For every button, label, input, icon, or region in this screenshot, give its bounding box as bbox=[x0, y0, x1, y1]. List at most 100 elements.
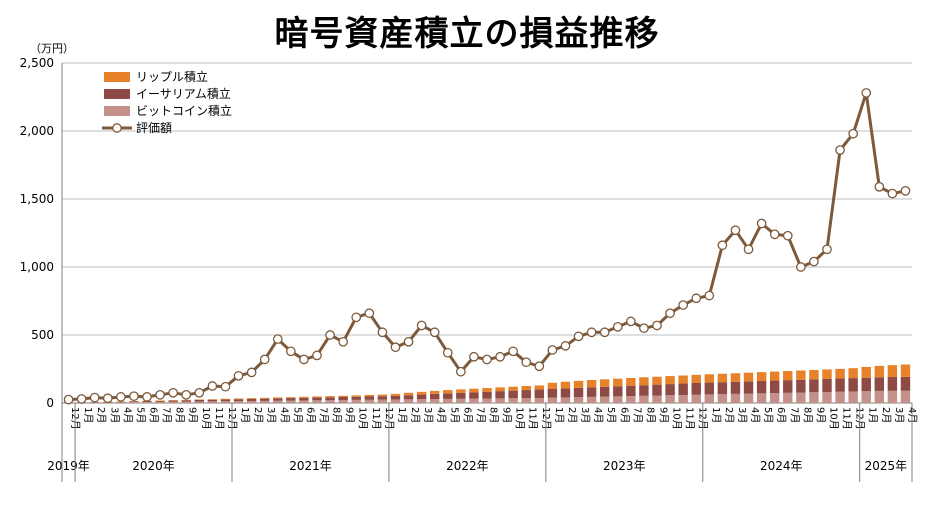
bar-segment bbox=[377, 399, 388, 403]
valuation-point bbox=[168, 387, 179, 398]
y-tick-label: 2,500 bbox=[20, 56, 54, 70]
bar-segment bbox=[181, 400, 191, 402]
y-tick-label: 0 bbox=[46, 396, 54, 410]
bar-segment bbox=[142, 402, 152, 403]
x-tick-label: 11月 bbox=[213, 407, 225, 430]
valuation-point bbox=[547, 345, 558, 355]
bar-segment bbox=[351, 396, 361, 400]
bar-segment bbox=[783, 380, 793, 393]
bar-segment bbox=[743, 372, 754, 382]
bar-segment bbox=[547, 397, 558, 403]
valuation-point bbox=[756, 218, 767, 229]
bar-segment bbox=[194, 400, 205, 402]
bar-segment bbox=[155, 401, 165, 403]
bar-segment bbox=[691, 394, 701, 403]
x-tick-label: 1月 bbox=[396, 407, 408, 423]
valuation-point bbox=[625, 316, 636, 327]
x-tick-label: 4月 bbox=[749, 407, 761, 423]
valuation-point bbox=[220, 381, 231, 392]
valuation-point bbox=[442, 347, 453, 358]
valuation-point bbox=[207, 381, 218, 391]
legend-swatch bbox=[104, 106, 130, 116]
valuation-point bbox=[861, 88, 872, 98]
chart-title: 暗号資産積立の損益推移 bbox=[274, 14, 660, 54]
y-tick-label: 1,500 bbox=[20, 192, 54, 206]
valuation-point bbox=[115, 392, 126, 402]
valuation-point bbox=[521, 357, 532, 368]
valuation-point bbox=[364, 308, 375, 319]
bar-segment bbox=[89, 402, 100, 403]
legend-swatch bbox=[104, 72, 130, 82]
bar-segment bbox=[233, 398, 244, 400]
bar-segment bbox=[508, 398, 518, 403]
bar-segment bbox=[220, 401, 231, 403]
bar-segment bbox=[181, 399, 191, 401]
bar-segment bbox=[900, 376, 911, 391]
bar-segment bbox=[599, 379, 610, 387]
bar-segment bbox=[874, 390, 885, 403]
x-tick-label: 4月 bbox=[435, 407, 447, 423]
valuation-point bbox=[469, 351, 479, 362]
bar-segment bbox=[730, 393, 741, 403]
valuation-point bbox=[809, 256, 819, 267]
valuation-point bbox=[822, 244, 832, 255]
bar-segment bbox=[861, 391, 871, 403]
x-tick-label: 8月 bbox=[331, 407, 343, 423]
y-tick-label: 500 bbox=[31, 328, 54, 342]
bar-segment bbox=[299, 396, 309, 398]
bar-segment bbox=[364, 396, 375, 400]
bar-segment bbox=[403, 395, 414, 400]
bar-segment bbox=[364, 394, 375, 397]
bar-segment bbox=[704, 394, 715, 403]
bar-segment bbox=[639, 377, 649, 386]
x-tick-label: 6月 bbox=[304, 407, 316, 423]
bar-segment bbox=[848, 368, 858, 379]
bar-segment bbox=[377, 394, 388, 397]
bar-segment bbox=[874, 377, 885, 391]
bar-segment bbox=[665, 395, 675, 403]
bar-segment bbox=[704, 382, 715, 395]
bar-segment bbox=[743, 381, 754, 394]
bar-segment bbox=[534, 397, 545, 403]
bar-segment bbox=[443, 398, 453, 403]
valuation-point bbox=[102, 393, 113, 404]
bar-segment bbox=[508, 390, 518, 399]
bar-segment bbox=[246, 398, 257, 401]
valuation-point bbox=[155, 389, 165, 400]
x-tick-label: 1月 bbox=[82, 407, 94, 423]
valuation-point bbox=[482, 354, 492, 365]
bar-segment bbox=[887, 377, 898, 391]
bar-segment bbox=[639, 385, 649, 396]
bar-segment bbox=[704, 374, 715, 383]
bar-segment bbox=[887, 365, 898, 378]
x-tick-label: 3月 bbox=[422, 407, 434, 423]
valuation-point bbox=[691, 293, 702, 304]
valuation-point bbox=[338, 336, 349, 347]
bar-segment bbox=[299, 400, 309, 403]
valuation-point bbox=[573, 331, 584, 342]
valuation-point bbox=[835, 145, 845, 155]
bar-segment bbox=[613, 378, 623, 387]
bar-segment bbox=[168, 401, 178, 403]
bar-segment bbox=[168, 400, 178, 402]
bar-segment bbox=[639, 395, 649, 403]
bar-segment bbox=[312, 397, 322, 401]
bar-segment bbox=[835, 378, 845, 392]
legend-label: イーサリアム積立 bbox=[136, 86, 231, 101]
bar-segment bbox=[730, 381, 741, 394]
valuation-point bbox=[599, 327, 610, 338]
valuation-point bbox=[129, 391, 139, 402]
bar-segment bbox=[273, 397, 283, 399]
bar-segment bbox=[325, 397, 335, 401]
bar-segment bbox=[560, 381, 571, 389]
valuation-point bbox=[508, 346, 519, 357]
bar-segment bbox=[796, 379, 806, 393]
bar-segment bbox=[717, 394, 728, 403]
bar-segment bbox=[900, 364, 911, 377]
bar-segment bbox=[377, 396, 388, 400]
valuation-point bbox=[63, 394, 74, 405]
x-tick-label: 7月 bbox=[318, 407, 330, 423]
bar-segment bbox=[586, 380, 597, 388]
bar-segment bbox=[678, 375, 688, 384]
legend-swatch bbox=[104, 89, 130, 99]
